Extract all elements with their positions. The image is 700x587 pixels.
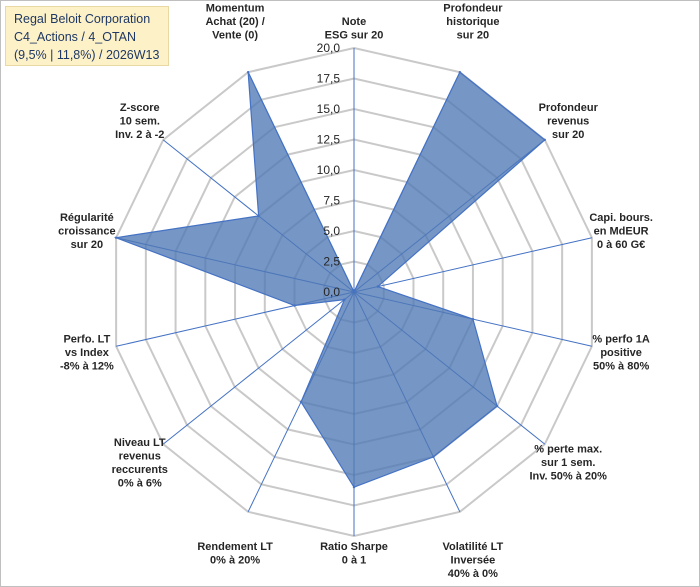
axis-label-4-line-0: % perfo 1A: [592, 334, 650, 346]
axis-label-10: Perfo. LT vs Index -8% à 12%: [60, 334, 114, 373]
axis-label-1-line-2: sur 20: [457, 30, 489, 42]
axis-label-13-line-1: Achat (20) /: [205, 16, 264, 28]
axis-label-13-line-2: Vente (0): [212, 30, 258, 42]
axis-label-9-line-3: 0% à 6%: [118, 477, 162, 489]
data-point-3: [376, 285, 379, 288]
axis-label-1-line-1: historique: [446, 16, 499, 28]
axis-label-5-line-1: sur 1 sem.: [541, 457, 595, 469]
axis-label-5-line-2: Inv. 50% à 20%: [529, 471, 607, 483]
data-point-2: [543, 138, 546, 142]
data-point-9: [343, 298, 346, 301]
axis-label-13-line-0: Momentum: [206, 3, 265, 15]
axis-label-2-line-2: sur 20: [552, 129, 584, 141]
tick-label-3: 7,5: [323, 194, 340, 208]
axis-label-11-line-1: croissance: [58, 225, 115, 237]
axis-label-10-line-2: -8% à 12%: [60, 361, 114, 373]
axis-label-0-line-1: ESG sur 20: [325, 30, 384, 42]
axis-label-11-line-0: Régularité: [60, 212, 114, 224]
axis-label-11: Régularité croissance sur 20: [58, 212, 115, 251]
tick-label-4: 10,0: [317, 163, 341, 177]
data-point-13: [246, 70, 250, 74]
axis-label-12-line-1: 10 sem.: [120, 115, 160, 127]
axis-label-2-line-1: revenus: [547, 115, 589, 127]
tick-label-8: 20,0: [317, 41, 341, 55]
tick-label-0: 0,0: [323, 285, 340, 299]
axis-label-1: Profondeur historique sur 20: [443, 3, 503, 42]
axis-label-13: Momentum Achat (20) / Vente (0): [205, 3, 264, 42]
axis-label-3-line-1: en MdEUR: [594, 225, 649, 237]
axis-label-9-line-2: reccurents: [112, 464, 168, 476]
tick-label-6: 15,0: [317, 102, 341, 116]
axis-spoke-9: [162, 291, 355, 445]
axis-label-4-line-1: positive: [600, 347, 642, 359]
data-point-11: [114, 236, 118, 239]
tick-label-1: 2,5: [323, 255, 340, 269]
data-point-0: [352, 290, 356, 294]
data-point-4: [471, 317, 475, 321]
axis-label-9-line-0: Niveau LT: [114, 437, 166, 449]
axis-label-10-line-0: Perfo. LT: [63, 334, 110, 346]
title-line-period: (9,5% | 11,8%) / 2026W13: [14, 48, 160, 62]
axis-label-1-line-0: Profondeur: [443, 3, 503, 15]
axis-label-11-line-2: sur 20: [71, 239, 103, 251]
axis-label-12: Z-score 10 sem. Inv. 2 à -2: [115, 102, 164, 141]
axis-label-5: % perte max. sur 1 sem. Inv. 50% à 20%: [529, 444, 607, 483]
axis-label-9-line-1: revenus: [119, 450, 161, 462]
axis-label-0-line-0: Note: [342, 16, 366, 28]
axis-label-8: Rendement LT 0% à 20%: [197, 541, 273, 567]
title-line-company: Regal Beloit Corporation: [14, 12, 151, 26]
axis-label-8-line-0: Rendement LT: [197, 541, 273, 553]
data-point-5: [495, 404, 499, 408]
data-point-6: [432, 455, 435, 459]
axis-label-3: Capi. bours. en MdEUR 0 à 60 G€: [589, 212, 653, 251]
data-point-7: [352, 486, 356, 489]
title-line-category: C4_Actions / 4_OTAN: [14, 30, 137, 44]
axis-label-5-line-0: % perte max.: [534, 444, 602, 456]
axis-label-10-line-1: vs Index: [65, 347, 110, 359]
data-point-8: [299, 400, 303, 404]
data-point-12: [257, 214, 260, 218]
tick-label-7: 17,5: [317, 72, 341, 86]
axis-label-3-line-2: 0 à 60 G€: [597, 239, 645, 251]
axis-label-4-line-2: 50% à 80%: [593, 361, 649, 373]
axis-label-12-line-0: Z-score: [120, 102, 160, 114]
axis-label-8-line-1: 0% à 20%: [210, 555, 260, 567]
tick-label-5: 12,5: [317, 133, 341, 147]
chart-title-box: Regal Beloit Corporation C4_Actions / 4_…: [5, 6, 169, 66]
axis-spoke-3: [353, 237, 592, 293]
axis-label-2-line-0: Profondeur: [539, 102, 599, 114]
data-point-10: [293, 304, 296, 307]
axis-label-6-line-1: Inversée: [451, 555, 496, 567]
axis-label-6-line-0: Volatilité LT: [443, 541, 504, 553]
axis-label-12-line-2: Inv. 2 à -2: [115, 129, 164, 141]
tick-label-2: 5,0: [323, 224, 340, 238]
axis-label-4: % perfo 1A positive 50% à 80%: [592, 334, 650, 373]
axis-label-2: Profondeur revenus sur 20: [539, 102, 599, 141]
data-point-1: [458, 70, 462, 74]
axis-label-0: Note ESG sur 20: [325, 16, 384, 42]
axis-label-6-line-2: 40% à 0%: [448, 568, 498, 580]
axis-label-7-line-0: Ratio Sharpe: [320, 541, 388, 553]
axis-label-6: Volatilité LT Inversée 40% à 0%: [443, 541, 504, 580]
axis-label-7: Ratio Sharpe 0 à 1: [320, 541, 388, 567]
axis-label-3-line-0: Capi. bours.: [589, 212, 653, 224]
axis-label-9: Niveau LT revenus reccurents 0% à 6%: [112, 437, 168, 490]
axis-label-7-line-1: 0 à 1: [342, 555, 366, 567]
